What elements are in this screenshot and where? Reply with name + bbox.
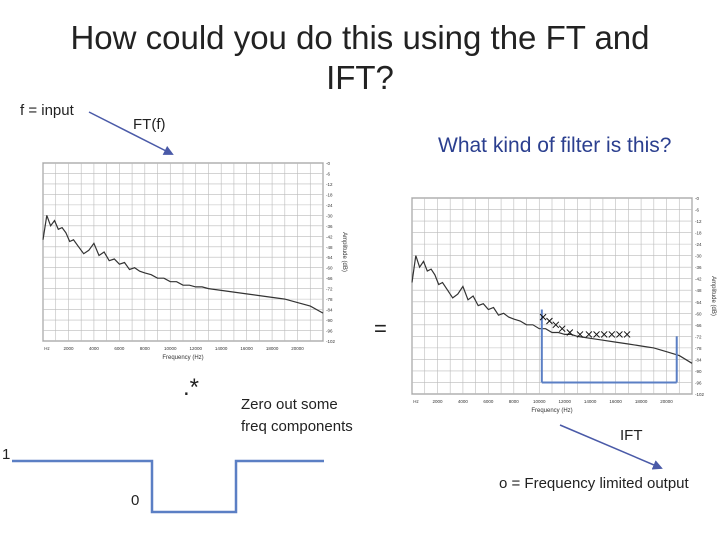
x-tick-label: 12000 xyxy=(558,399,571,404)
y-tick-label: -84 xyxy=(326,308,333,313)
y-tick-label: -0 xyxy=(695,196,699,201)
y-tick-label: -102 xyxy=(695,392,705,397)
y-tick-label: -60 xyxy=(695,311,702,316)
y-tick-label: -72 xyxy=(326,287,333,292)
y-tick-label: -78 xyxy=(695,346,702,351)
equals-sign: = xyxy=(374,316,387,341)
zero-cross-mark xyxy=(539,313,547,321)
x-tick-label: 4000 xyxy=(458,399,469,404)
zero-cross-mark xyxy=(546,317,553,325)
spectrum-curve xyxy=(411,255,693,364)
y-tick-label: -6 xyxy=(326,171,330,176)
zero-cross-mark xyxy=(558,325,566,333)
y-tick-label: -42 xyxy=(326,234,333,239)
y-tick-label: -102 xyxy=(326,339,336,344)
y-tick-label: -54 xyxy=(695,300,702,305)
mask-zero-label: 0 xyxy=(131,492,140,509)
x-tick-label: 20000 xyxy=(291,346,304,351)
x-tick-label: 14000 xyxy=(215,346,228,351)
y-tick-label: -48 xyxy=(326,245,333,250)
x-tick-label: 4000 xyxy=(89,346,100,351)
x-tick-label: 2000 xyxy=(432,399,443,404)
y-tick-label: -24 xyxy=(326,203,333,208)
x-tick-label: 10000 xyxy=(533,399,546,404)
x-tick-label: 16000 xyxy=(240,346,253,351)
y-tick-label: -84 xyxy=(695,357,702,362)
y-tick-label: -12 xyxy=(695,219,702,224)
x-tick-label: 2000 xyxy=(63,346,74,351)
slide-title: How could you do this using the FT and I… xyxy=(40,18,680,98)
input-spectrum-plot: Hz 2000 4000 6000 8000 10000 12000 14000 16000 18… xyxy=(42,161,347,361)
x-tick-label: 14000 xyxy=(584,399,597,404)
y-tick-label: -90 xyxy=(326,318,333,323)
y-tick-label: -36 xyxy=(326,224,333,229)
y-axis-label: Amplitude (dB) xyxy=(341,232,347,272)
y-tick-label: -72 xyxy=(695,334,702,339)
zero-cross-mark xyxy=(566,329,574,336)
y-tick-label: -24 xyxy=(695,242,702,247)
f-input-label: f = input xyxy=(20,102,74,119)
ift-arrow xyxy=(559,424,663,470)
zero-cross-mark xyxy=(576,331,584,338)
y-tick-label: -30 xyxy=(326,213,333,218)
y-tick-label: -36 xyxy=(695,265,702,270)
x-tick-label: 18000 xyxy=(635,399,648,404)
y-tick-label: -54 xyxy=(326,255,333,260)
y-tick-label: -0 xyxy=(326,161,330,166)
x-tick-label: 12000 xyxy=(189,346,202,351)
ft-f-label: FT(f) xyxy=(133,116,166,133)
x-tick-label: 16000 xyxy=(609,399,622,404)
mask-one-label: 1 xyxy=(2,446,11,463)
title-line-2: IFT? xyxy=(326,59,394,96)
filter-question: What kind of filter is this? xyxy=(438,134,672,157)
filtered-spectrum-plot: Hz 2000 4000 6000 8000 10000 12000 14000 16000 18… xyxy=(411,196,716,414)
y-tick-label: -42 xyxy=(695,277,702,282)
x-tick-label: 8000 xyxy=(140,346,151,351)
x-tick-label: 6000 xyxy=(114,346,125,351)
zero-cross-mark xyxy=(623,331,631,338)
x-tick-label: Hz xyxy=(44,346,50,351)
x-tick-label: 6000 xyxy=(483,399,494,404)
ft-arrow xyxy=(88,111,174,155)
spectrum-curve xyxy=(42,215,324,314)
y-tick-label: -60 xyxy=(326,266,333,271)
output-label: o = Frequency limited output xyxy=(499,475,689,492)
x-axis-label: Frequency (Hz) xyxy=(531,408,572,414)
x-axis-label: Frequency (Hz) xyxy=(162,355,203,361)
zero-cross-mark xyxy=(600,331,608,338)
y-tick-label: -90 xyxy=(695,369,702,374)
title-line-1: How could you do this using the FT and xyxy=(70,19,650,56)
y-tick-label: -12 xyxy=(326,182,333,187)
zero-cross-mark xyxy=(616,331,623,338)
y-tick-label: -18 xyxy=(326,192,333,197)
zero-cross-mark xyxy=(593,331,600,338)
x-tick-label: Hz xyxy=(413,399,419,404)
y-tick-label: -96 xyxy=(695,380,702,385)
ift-label: IFT xyxy=(620,427,643,444)
y-tick-label: -66 xyxy=(326,276,333,281)
y-tick-label: -48 xyxy=(695,288,702,293)
zero-cross-mark xyxy=(552,321,560,329)
zero-cross-mark xyxy=(585,331,593,338)
x-tick-label: 8000 xyxy=(509,399,520,404)
y-tick-label: -30 xyxy=(695,254,702,259)
y-axis-label: Amplitude (dB) xyxy=(710,276,716,316)
x-tick-label: 20000 xyxy=(660,399,673,404)
y-tick-label: -66 xyxy=(695,323,702,328)
zero-out-line-2: freq components xyxy=(241,418,353,435)
x-tick-label: 10000 xyxy=(164,346,177,351)
zero-cross-mark xyxy=(608,331,616,338)
x-tick-label: 18000 xyxy=(266,346,279,351)
y-tick-label: -6 xyxy=(695,208,699,213)
y-tick-label: -18 xyxy=(695,231,702,236)
zero-out-line-1: Zero out some xyxy=(241,396,338,413)
multiply-operator: .* xyxy=(183,374,200,401)
mask-waveform xyxy=(12,459,324,514)
y-tick-label: -96 xyxy=(326,329,333,334)
y-tick-label: -78 xyxy=(326,297,333,302)
